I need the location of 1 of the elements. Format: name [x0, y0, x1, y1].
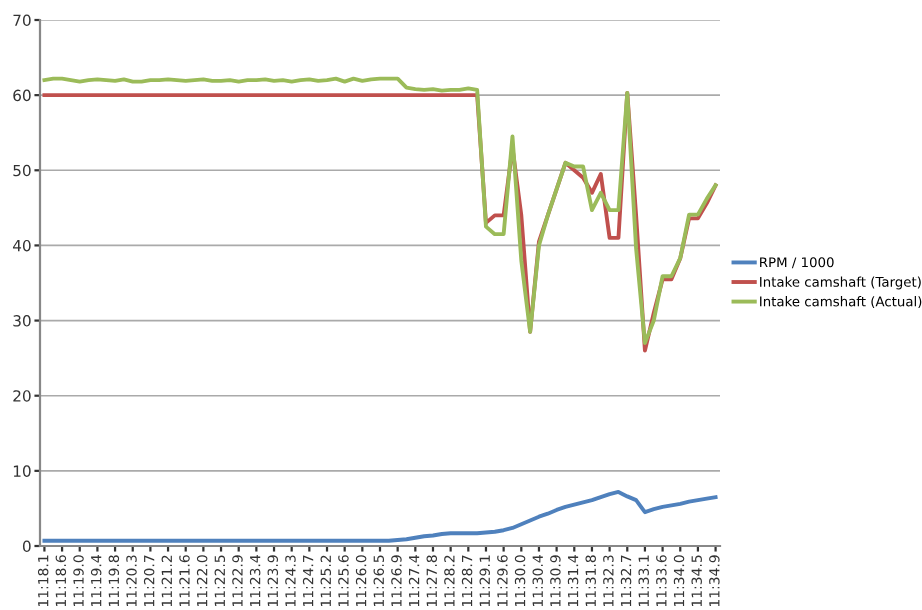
line-series — [42, 489, 718, 543]
